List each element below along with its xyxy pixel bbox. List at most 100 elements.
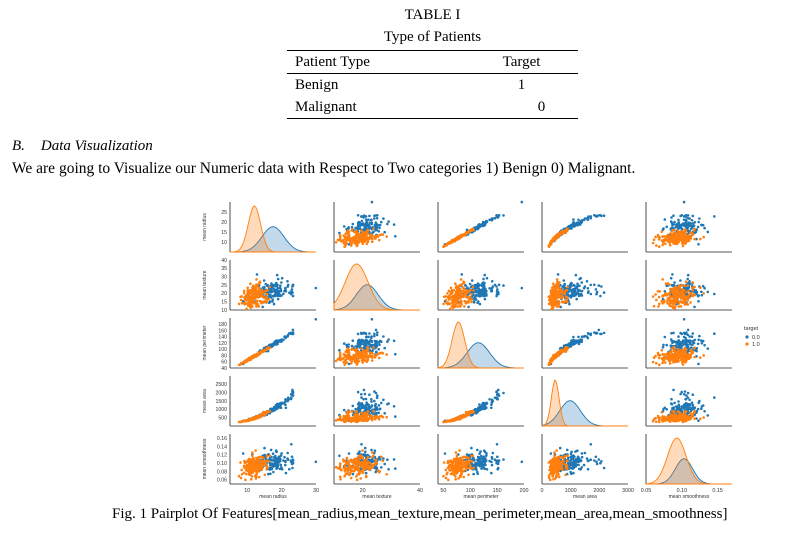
scatter-point	[253, 290, 257, 293]
scatter-point	[684, 229, 688, 232]
scatter-point	[364, 223, 367, 226]
scatter-point	[392, 223, 396, 226]
scatter-point	[550, 286, 554, 290]
scatter-point	[374, 416, 377, 420]
scatter-point	[564, 300, 567, 303]
scatter-point	[447, 302, 451, 305]
scatter-point	[665, 293, 669, 297]
scatter-point	[676, 237, 679, 240]
scatter-point	[245, 307, 248, 311]
table-row: Benign 1	[287, 74, 578, 97]
scatter-point	[257, 305, 261, 308]
scatter-point	[258, 287, 261, 291]
scatter-point	[571, 294, 575, 298]
scatter-point	[676, 229, 680, 232]
scatter-point	[354, 226, 357, 230]
scatter-point	[275, 273, 279, 277]
scatter-point	[698, 399, 701, 403]
scatter-point	[358, 224, 362, 228]
scatter-point	[520, 286, 524, 290]
scatter-point	[354, 230, 357, 234]
scatter-point	[564, 230, 567, 233]
scatter-point	[661, 353, 664, 356]
scatter-point	[371, 356, 374, 359]
scatter-point	[664, 361, 667, 364]
scatter-point	[485, 401, 488, 405]
scatter-point	[359, 356, 362, 360]
scatter-point	[453, 293, 457, 296]
scatter-point	[686, 328, 690, 332]
scatter-point	[352, 236, 356, 239]
scatter-point	[383, 412, 386, 415]
scatter-point	[689, 291, 693, 295]
scatter-point	[361, 242, 364, 246]
scatter-point	[483, 297, 487, 301]
y-tick-label: 20	[221, 220, 227, 226]
scatter-point	[453, 299, 456, 303]
scatter-point	[665, 352, 669, 356]
scatter-point	[362, 388, 366, 392]
y-axis-label: mean perimeter	[202, 325, 208, 360]
scatter-point	[699, 356, 702, 359]
scatter-point	[495, 285, 498, 288]
scatter-point	[338, 415, 342, 418]
scatter-point	[365, 234, 368, 238]
scatter-point	[368, 393, 371, 396]
scatter-point	[702, 235, 705, 239]
scatter-point	[314, 286, 318, 290]
scatter-point	[658, 353, 662, 357]
scatter-point	[483, 291, 487, 295]
scatter-point	[267, 298, 270, 301]
y-tick-label: 30	[221, 274, 227, 280]
scatter-point	[259, 351, 263, 354]
scatter-point	[373, 343, 377, 346]
scatter-point	[686, 277, 689, 281]
scatter-point	[663, 235, 666, 238]
scatter-point	[493, 216, 497, 220]
scatter-point	[270, 344, 274, 348]
scatter-point	[554, 302, 557, 305]
scatter-point	[338, 351, 342, 354]
scatter-point	[691, 393, 695, 396]
scatter-point	[572, 288, 576, 291]
scatter-point	[677, 335, 680, 338]
scatter-point	[555, 353, 558, 357]
scatter-point	[355, 244, 359, 248]
scatter-point	[378, 407, 381, 411]
scatter-point	[358, 352, 362, 356]
scatter-point	[688, 398, 691, 402]
scatter-point	[688, 355, 692, 359]
scatter-point	[674, 351, 678, 354]
scatter-point	[693, 237, 696, 241]
scatter-point	[362, 228, 365, 232]
scatter-point	[661, 228, 665, 231]
scatter-point	[467, 411, 470, 414]
scatter-point	[478, 294, 481, 298]
scatter-point	[478, 403, 481, 406]
scatter-point	[662, 343, 665, 347]
scatter-point	[279, 284, 282, 287]
scatter-point	[338, 231, 341, 235]
scatter-point	[488, 398, 491, 401]
scatter-point	[455, 237, 459, 240]
scatter-point	[367, 335, 370, 339]
scatter-point	[465, 228, 469, 232]
scatter-point	[470, 298, 474, 301]
scatter-point	[602, 331, 606, 335]
scatter-point	[571, 223, 575, 226]
scatter-point	[685, 290, 688, 294]
scatter-point	[520, 200, 524, 204]
scatter-point	[483, 406, 487, 409]
scatter-point	[252, 354, 255, 357]
scatter-point	[556, 280, 559, 283]
scatter-point	[370, 400, 373, 403]
scatter-point	[679, 331, 682, 335]
scatter-point	[550, 295, 553, 298]
scatter-point	[681, 406, 685, 409]
scatter-point	[674, 242, 677, 246]
scatter-point	[338, 239, 341, 242]
scatter-point	[345, 237, 349, 240]
scatter-point	[351, 410, 354, 413]
scatter-point	[248, 305, 252, 309]
scatter-point	[673, 281, 676, 284]
